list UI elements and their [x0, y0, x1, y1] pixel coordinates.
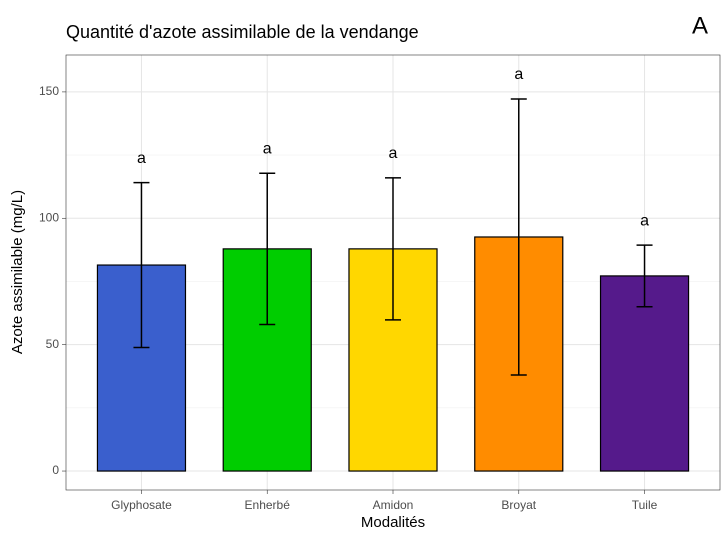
x-axis-label: Modalités: [361, 514, 425, 531]
error-bar: [510, 98, 527, 376]
error-bar: [133, 181, 150, 349]
significance-letter: a: [263, 141, 272, 158]
y-tick-label: 100: [39, 210, 59, 224]
y-tick-label: 0: [52, 463, 59, 477]
x-tick-label: Broyat: [501, 498, 536, 512]
x-tick-label: Amidon: [373, 498, 414, 512]
y-axis-label: Azote assimilable (mg/L): [9, 190, 26, 354]
y-tick-label: 50: [46, 337, 60, 351]
y-tick-label: 150: [39, 84, 59, 98]
bar: [599, 275, 690, 472]
significance-letter: a: [389, 145, 398, 162]
panel-label: A: [692, 12, 708, 39]
significance-letter: a: [640, 212, 649, 229]
x-tick-label: Glyphosate: [111, 498, 172, 512]
error-bar: [636, 244, 653, 308]
error-bar: [385, 177, 401, 321]
x-tick-label: Tuile: [632, 498, 658, 512]
x-tick-label: Enherbé: [245, 498, 291, 512]
significance-letter: a: [514, 66, 523, 83]
significance-letter: a: [137, 150, 146, 167]
chart-title: Quantité d'azote assimilable de la venda…: [66, 22, 419, 42]
error-bar: [259, 172, 276, 326]
